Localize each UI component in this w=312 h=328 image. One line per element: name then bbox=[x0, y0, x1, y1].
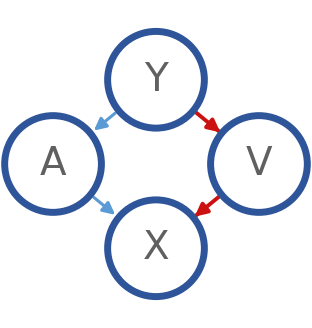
Text: X: X bbox=[143, 229, 169, 267]
Circle shape bbox=[211, 116, 307, 212]
Text: A: A bbox=[40, 145, 66, 183]
Circle shape bbox=[108, 31, 204, 128]
Circle shape bbox=[5, 116, 101, 212]
Text: Y: Y bbox=[144, 61, 168, 99]
Circle shape bbox=[108, 200, 204, 297]
Text: V: V bbox=[246, 145, 272, 183]
